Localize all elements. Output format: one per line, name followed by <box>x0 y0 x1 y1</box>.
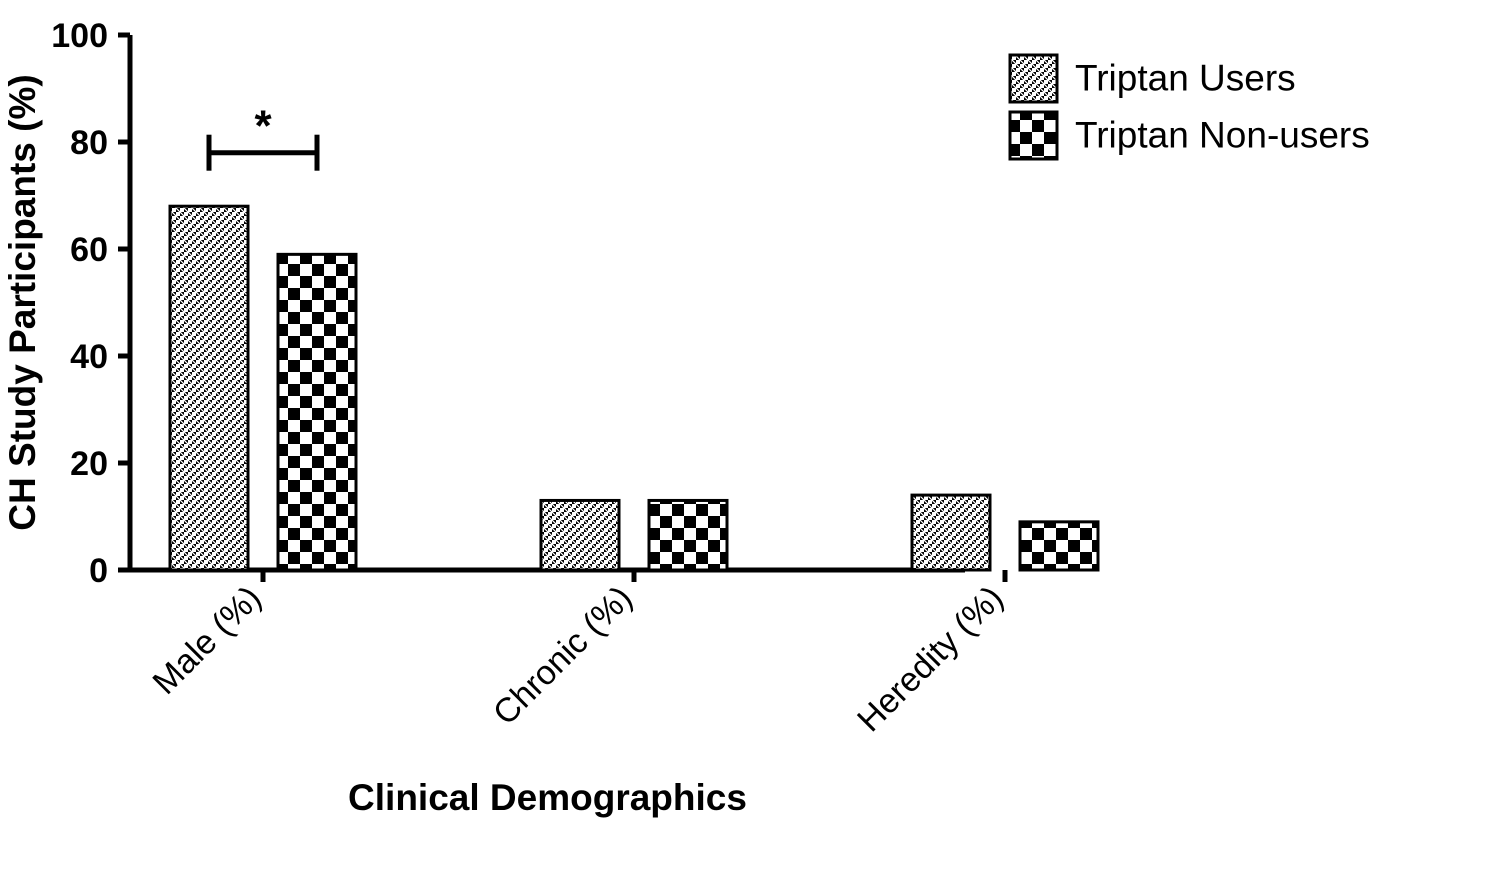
x-axis-label: Clinical Demographics <box>348 777 747 818</box>
y-tick-label: 80 <box>70 124 108 162</box>
x-category-label: Heredity (%) <box>850 579 1010 739</box>
y-tick-label: 60 <box>70 231 108 269</box>
bar <box>170 206 248 570</box>
chart-container: 0 20 40 60 80 100CH Study Participants (%) Mal… <box>0 0 1499 878</box>
x-category-label: Chronic (%) <box>486 579 640 733</box>
legend-label: Triptan Non-users <box>1075 114 1370 155</box>
y-tick-label: 20 <box>70 445 108 483</box>
legend-swatch <box>1010 55 1057 102</box>
bar <box>541 500 619 570</box>
y-tick-label: 100 <box>51 17 108 55</box>
bar <box>912 495 990 570</box>
bar <box>649 500 727 570</box>
legend-swatch <box>1010 112 1057 159</box>
bar <box>1020 522 1098 570</box>
bar-chart: 0 20 40 60 80 100CH Study Participants (%) Mal… <box>0 0 1499 878</box>
y-tick-label: 40 <box>70 338 108 376</box>
y-axis-label: CH Study Participants (%) <box>2 74 43 530</box>
significance-star: * <box>254 102 272 151</box>
x-category-label: Male (%) <box>146 579 269 702</box>
y-tick-label: 0 <box>89 552 108 590</box>
bar <box>278 254 356 570</box>
legend-label: Triptan Users <box>1075 57 1296 98</box>
